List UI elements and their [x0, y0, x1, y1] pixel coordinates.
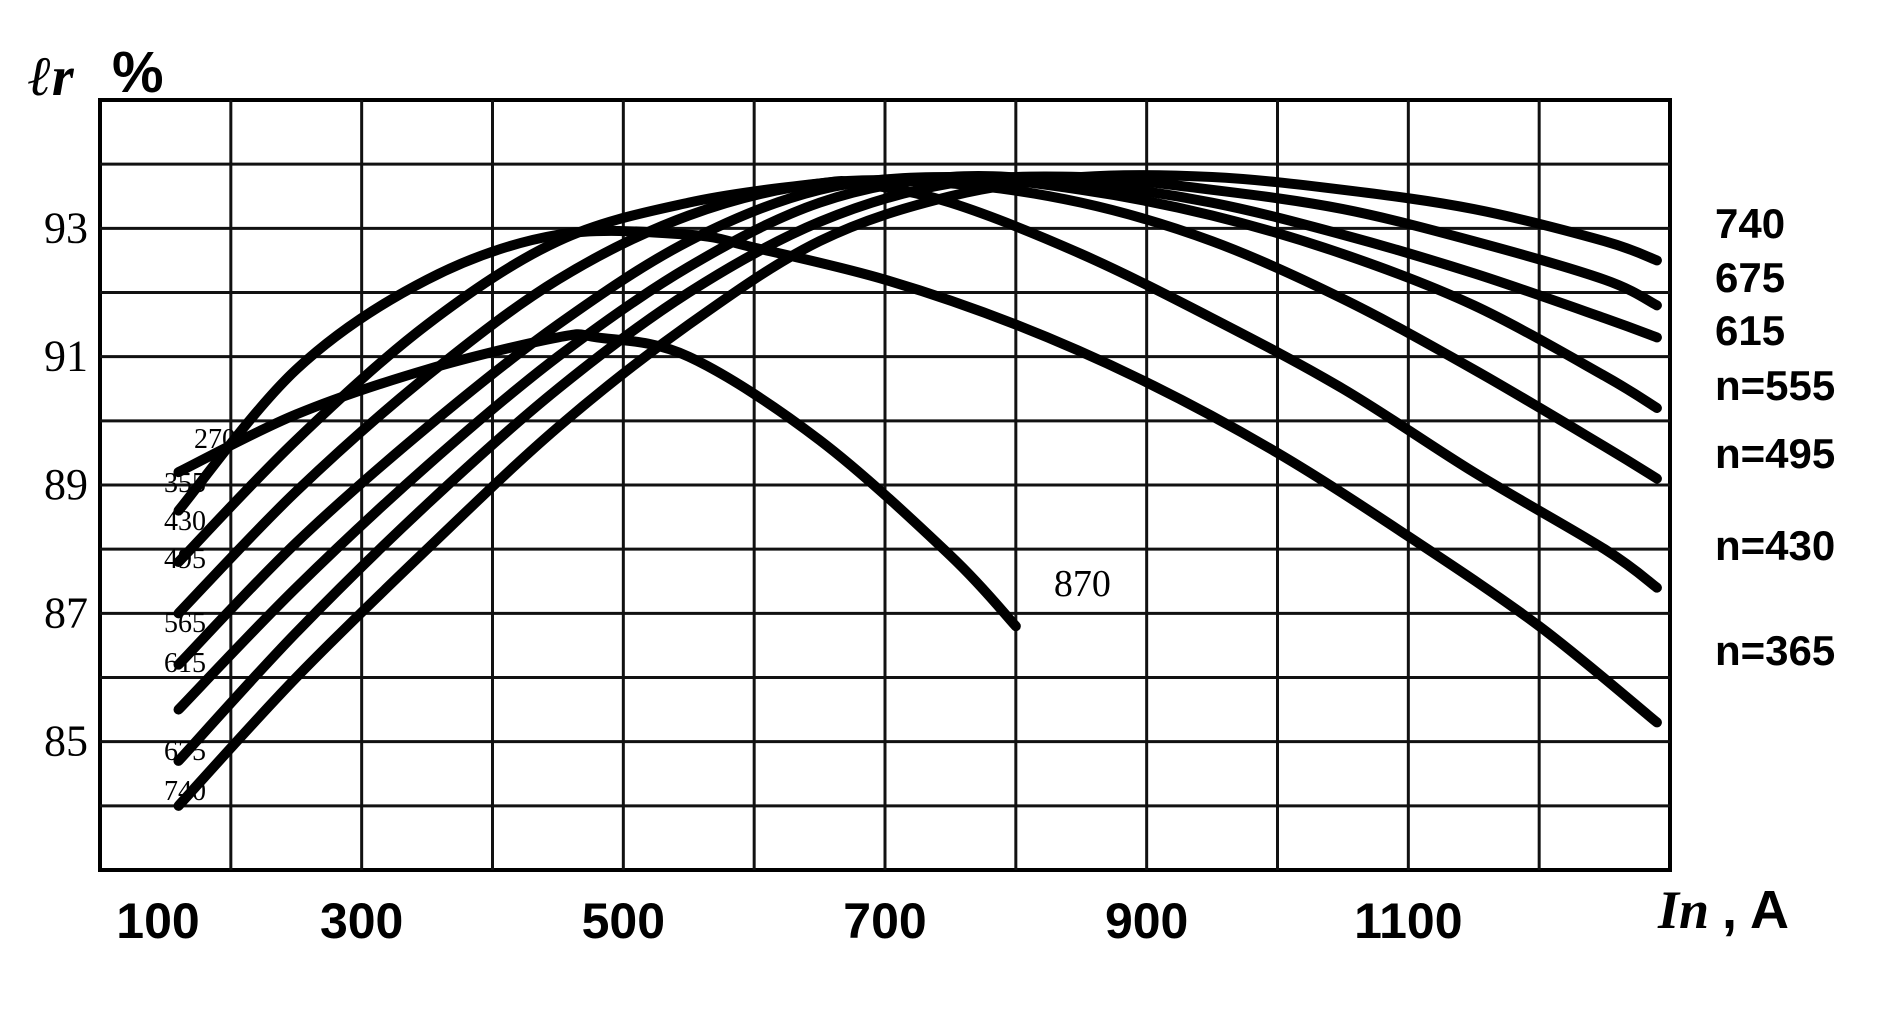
y-tick-label: 91: [44, 332, 88, 381]
series-end-label-270: 870: [1054, 563, 1111, 605]
series-start-label-430: 430: [164, 506, 206, 537]
curve-layer: [173, 169, 1662, 811]
y-tick-label: 93: [44, 203, 88, 252]
series-start-label-495: 495: [164, 544, 206, 575]
x-tick-label: 500: [582, 893, 665, 949]
x-tick-label: 1100: [1354, 893, 1462, 949]
series-curve-615: [173, 171, 1662, 715]
x-tick-label: 100: [116, 893, 199, 949]
series-start-label-270: 270: [194, 424, 236, 455]
x-axis-comma: ,: [1722, 880, 1737, 940]
series-end-label-555: n=555: [1715, 362, 1835, 409]
y-axis-title: ℓr: [28, 46, 75, 108]
series-curve-740: [173, 169, 1662, 811]
y-axis-unit: %: [112, 40, 164, 105]
series-start-label-740: 740: [164, 776, 206, 807]
series-start-label-675: 675: [164, 736, 206, 767]
series-curve-270: [173, 329, 1021, 632]
y-tick-label: 87: [44, 588, 88, 637]
series-end-label-615: 615: [1715, 307, 1785, 354]
series-start-label-365: 355: [164, 468, 206, 499]
x-axis-title: Iп: [1657, 880, 1709, 940]
series-start-label-555: 565: [164, 608, 206, 639]
series-end-label-740: 740: [1715, 200, 1785, 247]
x-tick-label: 700: [843, 893, 926, 949]
series-start-label-615: 615: [164, 648, 206, 679]
x-tick-label: 900: [1105, 893, 1188, 949]
y-tick-label: 85: [44, 717, 88, 766]
label-layer: 100 300 500 700 900 1100 85 87 89 91 93 270 870 355 n=…: [44, 200, 1835, 949]
series-end-label-495: n=495: [1715, 430, 1835, 477]
x-axis-unit: A: [1750, 880, 1789, 940]
series-end-label-365: n=365: [1715, 627, 1835, 674]
x-tick-label: 300: [320, 893, 403, 949]
y-tick-label: 89: [44, 460, 88, 509]
series-end-label-430: n=430: [1715, 522, 1835, 569]
series-curve-675: [173, 171, 1662, 766]
series-curve-365: [173, 225, 1662, 728]
series-end-label-675: 675: [1715, 254, 1785, 301]
